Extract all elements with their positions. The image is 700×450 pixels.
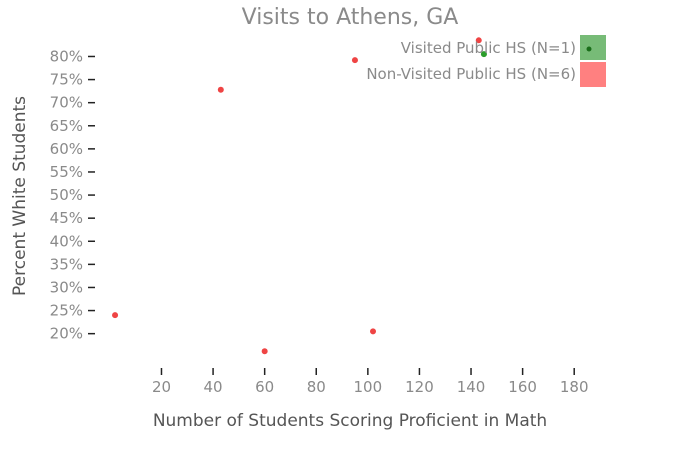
data-point-non-visited[interactable] xyxy=(217,86,224,93)
data-point-non-visited[interactable] xyxy=(475,37,482,44)
legend-label-visited: Visited Public HS (N=1) xyxy=(401,39,576,57)
y-tick-label: 50% xyxy=(50,186,83,204)
y-tick-label: 55% xyxy=(50,163,83,181)
data-point-non-visited[interactable] xyxy=(370,328,377,335)
y-tick-label: 20% xyxy=(50,325,83,343)
y-tick-label: 30% xyxy=(50,278,83,296)
y-tick-label: 40% xyxy=(50,232,83,250)
x-axis-ticks: 20 40 60 80 100 120 140 160 180 xyxy=(152,368,589,396)
y-tick-label: 60% xyxy=(50,140,83,158)
x-tick-label: 20 xyxy=(152,378,171,396)
x-tick-label: 100 xyxy=(354,378,383,396)
data-point-non-visited[interactable] xyxy=(351,57,358,64)
data-point-visited[interactable] xyxy=(480,51,487,58)
y-tick-label: 80% xyxy=(50,47,83,65)
x-tick-label: 180 xyxy=(560,378,589,396)
legend-swatch-non-visited[interactable] xyxy=(580,62,606,87)
legend-swatch-visited[interactable] xyxy=(580,35,606,60)
y-axis-label: Percent White Students xyxy=(10,96,30,296)
data-point-non-visited[interactable] xyxy=(261,348,268,355)
y-tick-label: 35% xyxy=(50,255,83,273)
data-point-non-visited[interactable] xyxy=(112,312,119,319)
y-axis-ticks: 20% 25% 30% 35% 40% 45% 50% 55% 60% 65% 70% 75% 80% xyxy=(50,47,95,343)
chart-title: Visits to Athens, GA xyxy=(242,5,459,30)
data-points xyxy=(112,37,487,355)
x-tick-label: 80 xyxy=(307,378,326,396)
x-axis-label: Number of Students Scoring Proficient in… xyxy=(153,411,547,431)
y-tick-label: 65% xyxy=(50,117,83,135)
legend-label-non-visited: Non-Visited Public HS (N=6) xyxy=(366,65,576,83)
y-tick-label: 70% xyxy=(50,94,83,112)
x-tick-label: 160 xyxy=(508,378,537,396)
y-tick-label: 25% xyxy=(50,302,83,320)
legend-marker-visited xyxy=(586,46,592,52)
x-tick-label: 40 xyxy=(204,378,223,396)
x-tick-label: 140 xyxy=(457,378,486,396)
y-tick-label: 75% xyxy=(50,71,83,89)
x-tick-label: 60 xyxy=(255,378,274,396)
legend[interactable]: Visited Public HS (N=1) Non-Visited Publ… xyxy=(366,35,606,87)
x-tick-label: 120 xyxy=(405,378,434,396)
y-tick-label: 45% xyxy=(50,209,83,227)
